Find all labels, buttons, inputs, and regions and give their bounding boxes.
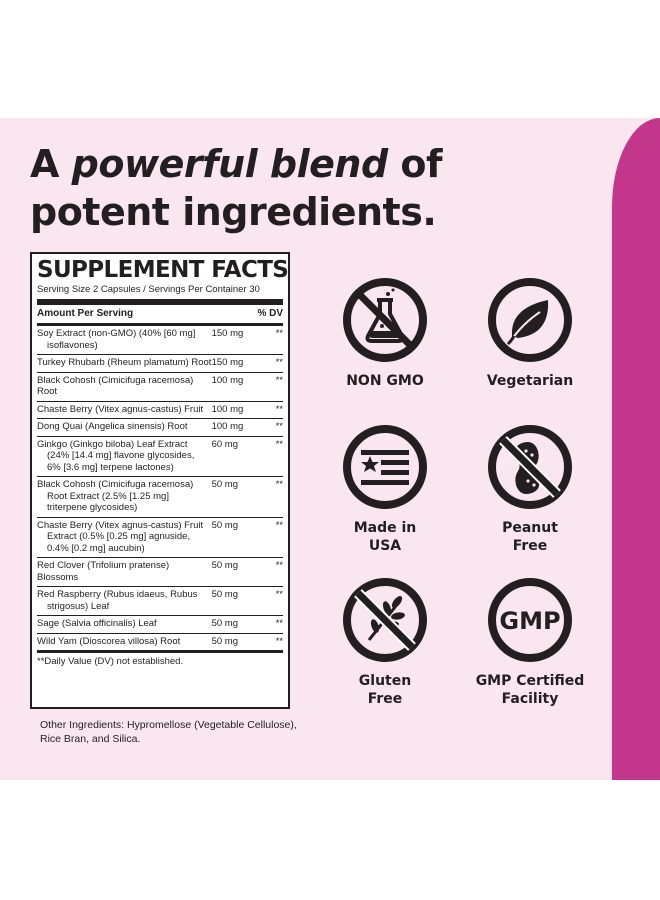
badge-gmp-certified: GMP GMP Certified Facility bbox=[470, 576, 590, 708]
ingredient-dv: ** bbox=[275, 618, 283, 629]
ingredient-dv: ** bbox=[275, 438, 283, 450]
ingredient-row: Wild Yam (Dioscorea villosa) Root 50 mg ** bbox=[37, 634, 283, 653]
badge-gmp-label: GMP Certified Facility bbox=[475, 673, 585, 707]
badge-peanut-free: Peanut Free bbox=[470, 423, 590, 555]
ingredient-dv: ** bbox=[275, 421, 283, 432]
ingredient-name: Sage (Salvia officinalis) Leaf bbox=[37, 618, 157, 629]
supplement-facts-title: SUPPLEMENT FACTS bbox=[37, 257, 289, 283]
wheat-crossed-icon bbox=[343, 578, 427, 662]
ingredient-name: Black Cohosh (Cimicifuga racemosa) Root E… bbox=[37, 479, 194, 513]
dv-header: % DV bbox=[257, 308, 283, 319]
content-panel: A powerful blend of potent ingredients. … bbox=[0, 118, 660, 780]
peanut-crossed-icon bbox=[488, 425, 572, 509]
ingredient-row: Red Clover (Trifolium pratense) Blossoms… bbox=[37, 558, 283, 587]
ingredient-amount: 150 mg bbox=[211, 328, 244, 339]
ingredient-name: Ginkgo (Ginkgo biloba) Leaf Extract (24% … bbox=[37, 438, 195, 473]
ingredient-row: Dong Quai (Angelica sinensis) Root 100 mg… bbox=[37, 419, 283, 437]
ingredient-dv: ** bbox=[275, 519, 283, 531]
ingredient-name: Turkey Rhubarb (Rheum plamatum) Root bbox=[37, 357, 212, 368]
ingredient-dv: ** bbox=[275, 479, 283, 490]
ingredient-name: Black Cohosh (Cimicifuga racemosa) Root bbox=[37, 374, 194, 398]
badge-vegetarian: Vegetarian bbox=[470, 276, 590, 390]
ingredient-row: Red Raspberry (Rubus idaeus, Rubus strigo… bbox=[37, 587, 283, 616]
badge-gluten-label: Gluten Free bbox=[358, 673, 412, 707]
ingredient-amount: 50 mg bbox=[211, 560, 238, 571]
badge-usa-label: Made in USA bbox=[353, 520, 417, 554]
badge-vegetarian-label: Vegetarian bbox=[486, 373, 574, 389]
ingredient-row: Turkey Rhubarb (Rheum plamatum) Root 150 … bbox=[37, 355, 283, 373]
amount-header: Amount Per Serving bbox=[37, 308, 134, 319]
ingredient-name: Dong Quai (Angelica sinensis) Root bbox=[37, 421, 188, 432]
badge-non-gmo-label: NON GMO bbox=[346, 373, 424, 389]
ingredient-amount: 50 mg bbox=[211, 618, 238, 629]
headline: A powerful blend of potent ingredients. bbox=[30, 142, 443, 234]
ingredient-amount: 50 mg bbox=[211, 479, 238, 490]
dv-footnote: **Daily Value (DV) not established. bbox=[37, 656, 184, 667]
ingredient-dv: ** bbox=[275, 635, 283, 647]
ingredient-amount: 50 mg bbox=[211, 589, 238, 600]
ingredient-name: Red Raspberry (Rubus idaeus, Rubus strigo… bbox=[37, 589, 198, 612]
ingredient-name: Chaste Berry (Vitex agnus-castus) Fruit E… bbox=[37, 519, 204, 554]
beaker-crossed-icon bbox=[343, 278, 427, 362]
ingredient-row: Chaste Berry (Vitex agnus-castus) Fruit 1… bbox=[37, 402, 283, 419]
ingredient-row: Chaste Berry (Vitex agnus-castus) Fruit E… bbox=[37, 518, 283, 558]
badge-non-gmo: NON GMO bbox=[325, 276, 445, 390]
ingredient-row: Black Cohosh (Cimicifuga racemosa) Root E… bbox=[37, 477, 283, 518]
ingredient-name: Red Clover (Trifolium pratense) Blossoms bbox=[37, 560, 170, 583]
badge-gluten-free: Gluten Free bbox=[325, 576, 445, 708]
ingredient-name: Soy Extract (non-GMO) (40% [60 mg] isofla… bbox=[37, 328, 196, 351]
ingredient-dv: ** bbox=[275, 328, 283, 339]
badge-peanut-label: Peanut Free bbox=[502, 520, 558, 554]
ingredient-amount: 50 mg bbox=[211, 519, 238, 531]
facts-header-row: Amount Per Serving % DV bbox=[37, 305, 283, 326]
ingredient-dv: ** bbox=[275, 357, 283, 368]
gmp-icon: GMP bbox=[488, 578, 572, 662]
ingredient-dv: ** bbox=[275, 560, 283, 571]
ingredient-amount: 100 mg bbox=[211, 374, 244, 386]
ingredient-amount: 60 mg bbox=[211, 438, 238, 450]
ingredient-row: Black Cohosh (Cimicifuga racemosa) Root 1… bbox=[37, 373, 283, 402]
ingredient-list: Soy Extract (non-GMO) (40% [60 mg] isofla… bbox=[37, 326, 283, 653]
leaf-icon bbox=[488, 278, 572, 362]
ingredient-name: Chaste Berry (Vitex agnus-castus) Fruit bbox=[37, 403, 204, 415]
accent-stripe bbox=[612, 118, 660, 780]
gmp-icon-text: GMP bbox=[499, 607, 560, 635]
other-ingredients: Other Ingredients: Hypromellose (Vegetab… bbox=[40, 719, 297, 745]
ingredient-row: Sage (Salvia officinalis) Leaf 50 mg ** bbox=[37, 616, 283, 634]
supplement-facts-panel: SUPPLEMENT FACTS Serving Size 2 Capsules… bbox=[30, 252, 290, 709]
badge-made-in-usa: Made in USA bbox=[325, 423, 445, 555]
ingredient-row: Ginkgo (Ginkgo biloba) Leaf Extract (24% … bbox=[37, 437, 283, 477]
ingredient-row: Soy Extract (non-GMO) (40% [60 mg] isofla… bbox=[37, 326, 283, 355]
ingredient-dv: ** bbox=[275, 589, 283, 600]
ingredient-dv: ** bbox=[275, 403, 283, 415]
serving-info: Serving Size 2 Capsules / Servings Per C… bbox=[37, 284, 260, 295]
ingredient-amount: 150 mg bbox=[211, 357, 244, 368]
ingredient-amount: 100 mg bbox=[211, 421, 244, 432]
ingredient-amount: 100 mg bbox=[211, 403, 244, 415]
flag-icon bbox=[343, 425, 427, 509]
ingredient-dv: ** bbox=[275, 374, 283, 386]
ingredient-amount: 50 mg bbox=[211, 635, 238, 647]
ingredient-name: Wild Yam (Dioscorea villosa) Root bbox=[37, 635, 181, 647]
headline-emphasis: powerful blend bbox=[71, 142, 389, 186]
